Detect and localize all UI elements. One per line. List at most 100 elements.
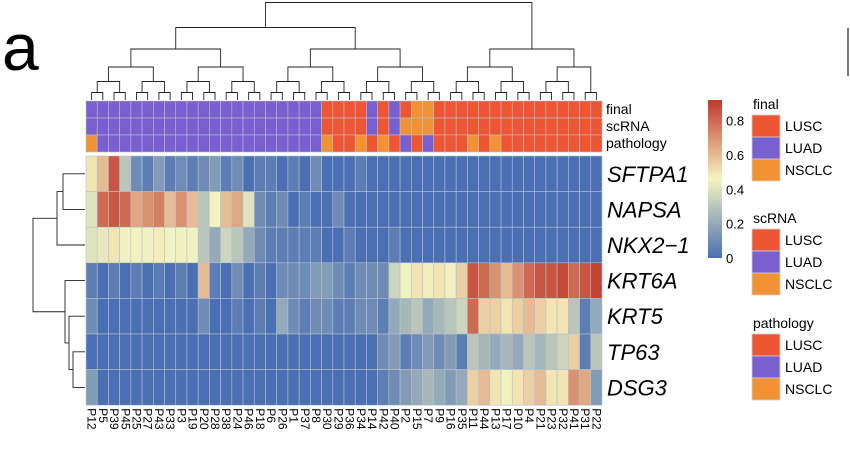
heatmap-cell-KRT6A-P32	[556, 262, 569, 299]
column-dendrogram-branch-23	[96, 81, 121, 93]
heatmap-cell-KRT6A-P14	[366, 262, 378, 299]
heatmap-cell-TP63-P12	[85, 333, 98, 370]
heatmap-cell-DSG3-P7	[422, 369, 435, 406]
legend-label-final-LUSC: LUSC	[785, 118, 822, 134]
annotation-cell-scRNA-11	[209, 117, 221, 136]
annotation-cell-scRNA-0	[85, 117, 98, 136]
annotation-cell-scRNA-43	[568, 117, 580, 136]
heatmap-cell-NAPSA-P29	[332, 191, 345, 228]
heatmap-cell-NAPSA-P39	[108, 191, 120, 228]
annotation-cell-scRNA-18	[287, 117, 300, 136]
legend-swatch-scRNA-LUSC	[751, 228, 781, 252]
heatmap-cell-SFTPA1-P19	[186, 155, 199, 192]
heatmap-cell-SFTPA1-P26	[276, 155, 289, 192]
heatmap-cell-NKX2−1-P18	[253, 226, 266, 264]
heatmap-cell-NKX2−1-P42	[377, 226, 390, 264]
column-label-P15: P15	[410, 408, 424, 430]
heatmap-cell-KRT5-P24	[231, 298, 244, 335]
heatmap-cell-NKX2−1-P17	[500, 226, 513, 264]
heatmap-cell-KRT6A-P6	[265, 262, 277, 299]
heatmap-cell-DSG3-P2	[399, 369, 412, 406]
heatmap-cell-TP63-P29	[332, 333, 345, 370]
heatmap-cell-TP63-P13	[489, 333, 502, 370]
column-dendrogram-branch-24	[141, 81, 165, 93]
heatmap-cell-SFTPA1-P30	[321, 155, 334, 192]
annotation-cell-final-35	[478, 100, 491, 119]
heatmap-cell-TP63-P22	[590, 333, 603, 370]
annotation-cell-scRNA-12	[220, 117, 233, 136]
heatmap-cell-KRT5-P9	[433, 298, 446, 335]
annotation-cell-pathology-21	[321, 134, 334, 153]
annotation-cell-pathology-23	[343, 134, 356, 153]
annotation-cell-scRNA-13	[231, 117, 244, 136]
annotation-cell-scRNA-44	[579, 117, 592, 136]
column-label-P41: P41	[567, 408, 581, 430]
heatmap-cell-SFTPA1-P24	[231, 155, 244, 192]
annotation-cell-pathology-19	[298, 134, 311, 153]
column-label-P22: P22	[589, 408, 603, 430]
heatmap-cell-DSG3-P9	[433, 369, 446, 406]
gene-label-2: NKX2−1	[607, 233, 690, 258]
annotation-cell-scRNA-19	[298, 117, 311, 136]
column-dendrogram-branch-30	[410, 81, 435, 93]
column-label-P34: P34	[354, 408, 368, 430]
heatmap-cell-KRT6A-P2	[399, 262, 412, 299]
legend-label-final-NSCLC: NSCLC	[785, 162, 832, 178]
annotation-cell-scRNA-22	[332, 117, 345, 136]
heatmap-cell-DSG3-P32	[556, 369, 569, 406]
heatmap-cell-NAPSA-P18	[253, 191, 266, 228]
heatmap-cell-TP63-P10	[511, 333, 524, 370]
heatmap-cell-KRT5-P37	[298, 298, 311, 335]
heatmap-cell-TP63-P9	[433, 333, 446, 370]
legend-swatch-scRNA-LUAD	[751, 250, 781, 274]
annotation-cell-scRNA-38	[511, 117, 524, 136]
heatmap-cell-DSG3-P29	[332, 369, 345, 406]
heatmap-cell-NKX2−1-P29	[332, 226, 345, 264]
column-label-P45: P45	[118, 408, 132, 430]
heatmap-cell-NKX2−1-P31	[579, 226, 592, 264]
column-dendrogram-branch-13	[382, 92, 395, 100]
annotation-cell-final-10	[197, 100, 210, 119]
annotation-cell-final-42	[556, 100, 569, 119]
annotation-cell-scRNA-32	[444, 117, 457, 136]
heatmap-cell-KRT5-P45	[119, 298, 132, 335]
gene-label-6: DSG3	[607, 375, 668, 400]
heatmap-cell-DSG3-P35	[455, 369, 468, 406]
heatmap-cell-KRT6A-P4	[523, 262, 535, 299]
annotation-cell-scRNA-31	[433, 117, 446, 136]
heatmap-cell-TP63-P15	[411, 333, 423, 370]
gene-labels: SFTPA1 NAPSA NKX2−1 KRT6A KRT5 TP63 DSG3	[607, 162, 690, 401]
legend-swatch-pathology-LUSC	[751, 333, 781, 357]
heatmap-cell-TP63-P35	[455, 333, 468, 370]
heatmap-cell-KRT5-P25	[130, 298, 143, 335]
annotation-cell-pathology-8	[175, 134, 188, 153]
annotation-cell-final-32	[444, 100, 457, 119]
heatmap-cell-NAPSA-P46	[242, 191, 255, 228]
column-label-P19: P19	[186, 408, 200, 430]
annotation-tracks	[85, 100, 603, 153]
column-dendrogram-branch-7	[248, 92, 261, 100]
annotation-cell-final-4	[130, 100, 143, 119]
heatmap-cell-TP63-P37	[298, 333, 311, 370]
heatmap-cell-NAPSA-P23	[545, 191, 558, 228]
heatmap-cell-KRT5-P32	[556, 298, 569, 335]
column-dendrogram-branch-36	[287, 66, 334, 82]
column-label-P28: P28	[208, 408, 222, 430]
annotation-cell-pathology-41	[545, 134, 558, 153]
heatmap-cell-NAPSA-P35	[455, 191, 468, 228]
heatmap-cell-SFTPA1-P27	[141, 155, 154, 192]
heatmap-cell-TP63-P2	[399, 333, 412, 370]
heatmap-cell-TP63-P26	[276, 333, 289, 370]
column-label-P16: P16	[444, 408, 458, 430]
heatmap-cell-KRT5-P20	[197, 298, 210, 335]
heatmap-cell-KRT5-P17	[500, 298, 513, 335]
heatmap-cell-SFTPA1-P13	[489, 155, 502, 192]
heatmap-cell-KRT5-P43	[153, 298, 165, 335]
annotation-cell-pathology-18	[287, 134, 300, 153]
annotation-cell-pathology-31	[433, 134, 446, 153]
heatmap-cell-KRT5-P1	[287, 298, 300, 335]
heatmap-cell-NAPSA-P45	[119, 191, 132, 228]
heatmap-cell-NKX2−1-P7	[422, 226, 435, 264]
heatmap-cell-SFTPA1-P11	[467, 155, 479, 192]
column-dendrogram-branch-33	[545, 81, 569, 93]
